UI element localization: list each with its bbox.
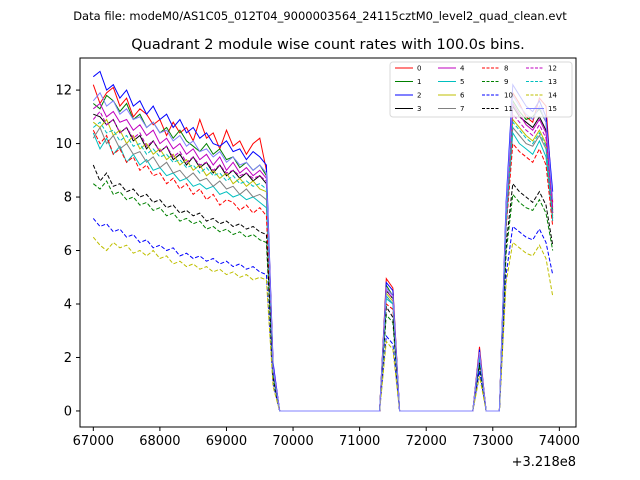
- x-tick-label: 74000: [539, 434, 580, 449]
- y-tick-label: 10: [55, 137, 72, 152]
- x-tick-label: 68000: [139, 434, 180, 449]
- plot-lines: [92, 70, 554, 412]
- x-tick-label: 69000: [206, 434, 247, 449]
- y-axis-ticks: 0 2 4 6 8 10 12: [55, 84, 80, 419]
- y-tick-label: 6: [64, 244, 72, 259]
- legend-label-2: 2: [417, 92, 421, 100]
- x-axis-ticks: 67000 68000 69000 70000 71000 72000 73000 74000: [73, 427, 580, 449]
- y-tick-label: 8: [64, 191, 72, 206]
- legend-label-13: 13: [548, 78, 557, 86]
- chart-suptitle: Data file: modeM0/AS1C05_012T04_90000035…: [73, 9, 567, 23]
- axes-frame: [79, 57, 577, 428]
- legend-label-1: 1: [417, 78, 421, 86]
- series-line-0: [92, 84, 554, 412]
- legend-label-15: 15: [548, 105, 557, 113]
- legend-label-4: 4: [460, 65, 465, 73]
- series-line-8: [92, 129, 554, 412]
- legend-label-10: 10: [504, 92, 513, 100]
- y-tick-label: 12: [55, 84, 72, 99]
- x-axis-offset-label: +3.218e8: [512, 455, 576, 470]
- legend-label-6: 6: [460, 92, 465, 100]
- chart-title: Quadrant 2 module wise count rates with …: [131, 37, 525, 53]
- legend-box: [389, 61, 573, 118]
- series-line-10: [92, 218, 554, 412]
- series-line-12: [92, 110, 554, 412]
- y-tick-label: 0: [64, 404, 72, 419]
- series-line-2: [92, 70, 554, 412]
- series-line-1: [92, 94, 554, 412]
- legend-label-14: 14: [548, 92, 557, 100]
- legend-label-0: 0: [417, 65, 421, 73]
- series-line-5: [92, 131, 554, 412]
- x-tick-label: 71000: [339, 434, 380, 449]
- y-tick-label: 2: [64, 351, 72, 366]
- y-tick-label: 4: [64, 298, 72, 313]
- series-line-15: [92, 91, 554, 412]
- x-tick-label: 70000: [272, 434, 313, 449]
- legend-label-8: 8: [504, 65, 508, 73]
- series-line-6: [92, 118, 554, 412]
- legend-label-12: 12: [548, 65, 557, 73]
- series-line-11: [92, 164, 554, 412]
- legend-label-5: 5: [460, 78, 464, 86]
- x-tick-label: 67000: [73, 434, 114, 449]
- legend-label-7: 7: [460, 105, 464, 113]
- legend-label-11: 11: [504, 105, 513, 113]
- x-tick-label: 72000: [406, 434, 447, 449]
- legend-label-9: 9: [504, 78, 508, 86]
- series-line-9: [92, 180, 554, 412]
- legend-label-3: 3: [417, 105, 421, 113]
- x-tick-label: 73000: [472, 434, 513, 449]
